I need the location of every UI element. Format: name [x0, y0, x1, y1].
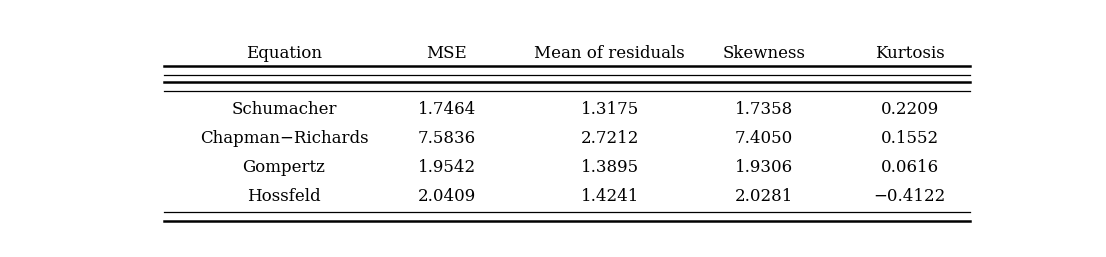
Text: Mean of residuals: Mean of residuals	[534, 45, 685, 62]
Text: 7.4050: 7.4050	[734, 130, 793, 147]
Text: −0.4122: −0.4122	[874, 188, 946, 205]
Text: Chapman−Richards: Chapman−Richards	[200, 130, 368, 147]
Text: 0.2209: 0.2209	[880, 102, 939, 118]
Text: 1.7464: 1.7464	[418, 102, 476, 118]
Text: Gompertz: Gompertz	[242, 159, 325, 176]
Text: 0.1552: 0.1552	[880, 130, 939, 147]
Text: MSE: MSE	[427, 45, 467, 62]
Text: 2.0409: 2.0409	[418, 188, 476, 205]
Text: 2.0281: 2.0281	[734, 188, 793, 205]
Text: Skewness: Skewness	[722, 45, 805, 62]
Text: 7.5836: 7.5836	[418, 130, 476, 147]
Text: Equation: Equation	[246, 45, 322, 62]
Text: Kurtosis: Kurtosis	[875, 45, 945, 62]
Text: 1.3175: 1.3175	[581, 102, 639, 118]
Text: 1.3895: 1.3895	[581, 159, 639, 176]
Text: 1.4241: 1.4241	[581, 188, 639, 205]
Text: 2.7212: 2.7212	[581, 130, 639, 147]
Text: 1.9306: 1.9306	[734, 159, 793, 176]
Text: Schumacher: Schumacher	[231, 102, 336, 118]
Text: Hossfeld: Hossfeld	[247, 188, 321, 205]
Text: 0.0616: 0.0616	[880, 159, 939, 176]
Text: 1.9542: 1.9542	[418, 159, 476, 176]
Text: 1.7358: 1.7358	[734, 102, 793, 118]
